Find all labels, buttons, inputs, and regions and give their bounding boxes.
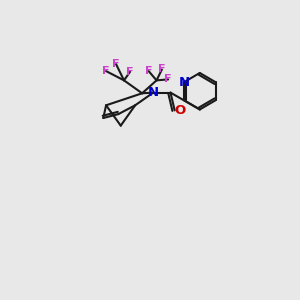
Text: N: N	[148, 86, 159, 99]
Text: F: F	[145, 66, 152, 76]
Text: O: O	[174, 104, 185, 117]
Text: F: F	[102, 66, 110, 76]
Text: F: F	[158, 64, 166, 74]
Text: F: F	[126, 67, 134, 77]
Text: N: N	[178, 76, 190, 89]
Text: F: F	[164, 74, 172, 84]
Text: F: F	[112, 59, 120, 69]
